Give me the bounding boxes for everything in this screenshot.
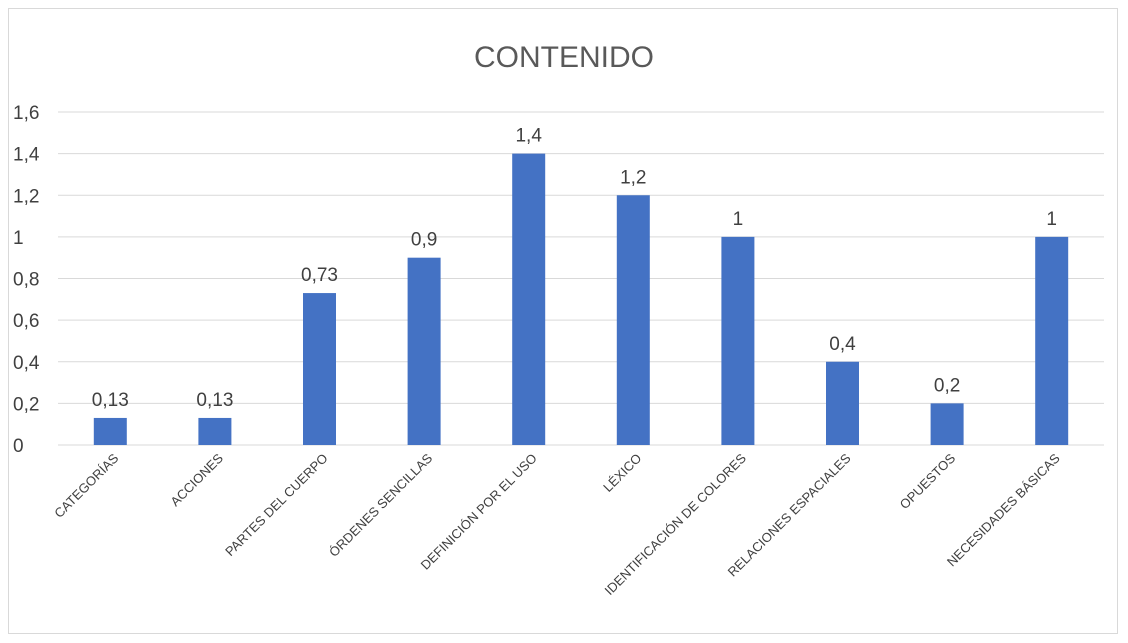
data-label: 0,73 [301, 265, 338, 286]
x-tick-label: CATEGORÍAS [51, 450, 121, 520]
x-tick-label: LÉXICO [600, 451, 644, 495]
bar [930, 403, 964, 445]
data-label: 0,9 [411, 230, 437, 251]
data-label: 1,4 [515, 126, 542, 147]
data-label: 0,2 [934, 375, 960, 396]
data-labels: 0,13 0,13 0,73 0,9 1,4 1,2 1 0,4 0,2 1 [92, 126, 1057, 411]
y-tick-label: 0,8 [13, 270, 39, 291]
x-tick-label: NECESIDADES BÁSICAS [944, 450, 1063, 569]
bar [93, 417, 127, 445]
x-tick-label: ACCIONES [167, 450, 226, 509]
y-tick-label: 0,6 [13, 311, 39, 332]
x-tick-label: OPUESTOS [897, 450, 959, 512]
x-tick-label: RELACIONES ESPACIALES [725, 450, 854, 579]
bar [721, 236, 755, 445]
bar [616, 195, 650, 445]
y-tick-label: 1 [13, 228, 24, 249]
x-tick-label: PARTES DEL CUERPO [222, 451, 331, 560]
data-label: 0,13 [92, 390, 129, 411]
data-label: 0,13 [196, 390, 233, 411]
bar [198, 417, 232, 445]
data-label: 1 [733, 209, 744, 230]
chart-area: CONTENIDO 0 0,2 0,4 0,6 0,8 1 1,2 1,4 1,6 0,13 0,… [8, 8, 1118, 634]
bar [1035, 236, 1069, 445]
bar [826, 361, 859, 445]
y-tick-label: 1,4 [13, 145, 40, 166]
data-label: 0,4 [829, 334, 856, 355]
bar-chart: CONTENIDO 00,20,40,60,811,21,41,6 0,13 0,… [13, 41, 1104, 598]
y-tick-label: 1,2 [13, 186, 39, 207]
bars [93, 153, 1069, 445]
x-tick-label: DEFINICIÓN POR EL USO [418, 451, 540, 573]
y-tick-label: 1,6 [13, 103, 39, 124]
bar [407, 257, 441, 445]
data-label: 1 [1046, 209, 1057, 230]
x-tick-label: ÓRDENES SENCILLAS [326, 450, 435, 559]
y-tick-label: 0,4 [13, 353, 40, 374]
chart-title: CONTENIDO [474, 41, 654, 74]
bar [512, 153, 546, 445]
bar [303, 293, 336, 445]
y-tick-label: 0 [13, 436, 24, 457]
gridlines [58, 111, 1104, 446]
data-label: 1,2 [620, 167, 646, 188]
y-tick-label: 0,2 [13, 394, 39, 415]
y-axis-tick-labels: 0 0,2 0,4 0,6 0,8 1 1,2 1,4 1,6 [13, 103, 40, 457]
